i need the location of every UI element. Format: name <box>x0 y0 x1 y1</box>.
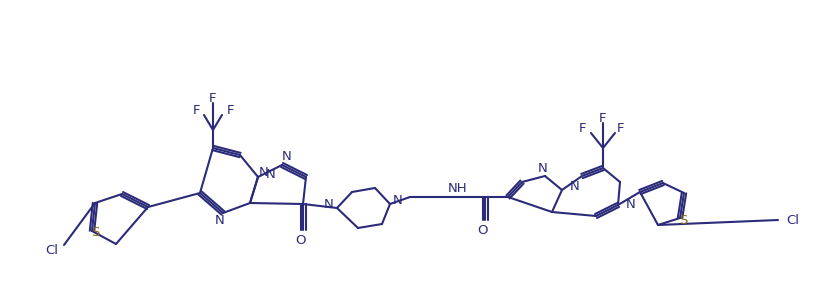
Text: S: S <box>679 215 687 227</box>
Text: N: N <box>259 166 269 178</box>
Text: F: F <box>616 121 624 135</box>
Text: N: N <box>266 168 276 180</box>
Text: N: N <box>393 194 402 208</box>
Text: N: N <box>324 199 334 211</box>
Text: Cl: Cl <box>45 244 58 256</box>
Text: N: N <box>570 180 579 194</box>
Text: NH: NH <box>448 182 468 196</box>
Text: F: F <box>579 121 587 135</box>
Text: N: N <box>215 215 225 227</box>
Text: O: O <box>296 234 306 246</box>
Text: F: F <box>226 103 234 117</box>
Text: S: S <box>91 227 99 239</box>
Text: N: N <box>282 150 292 164</box>
Text: F: F <box>192 103 200 117</box>
Text: O: O <box>478 223 488 237</box>
Text: N: N <box>538 161 548 175</box>
Text: Cl: Cl <box>787 213 799 227</box>
Text: N: N <box>626 199 635 211</box>
Text: F: F <box>600 112 607 124</box>
Text: F: F <box>210 91 217 105</box>
